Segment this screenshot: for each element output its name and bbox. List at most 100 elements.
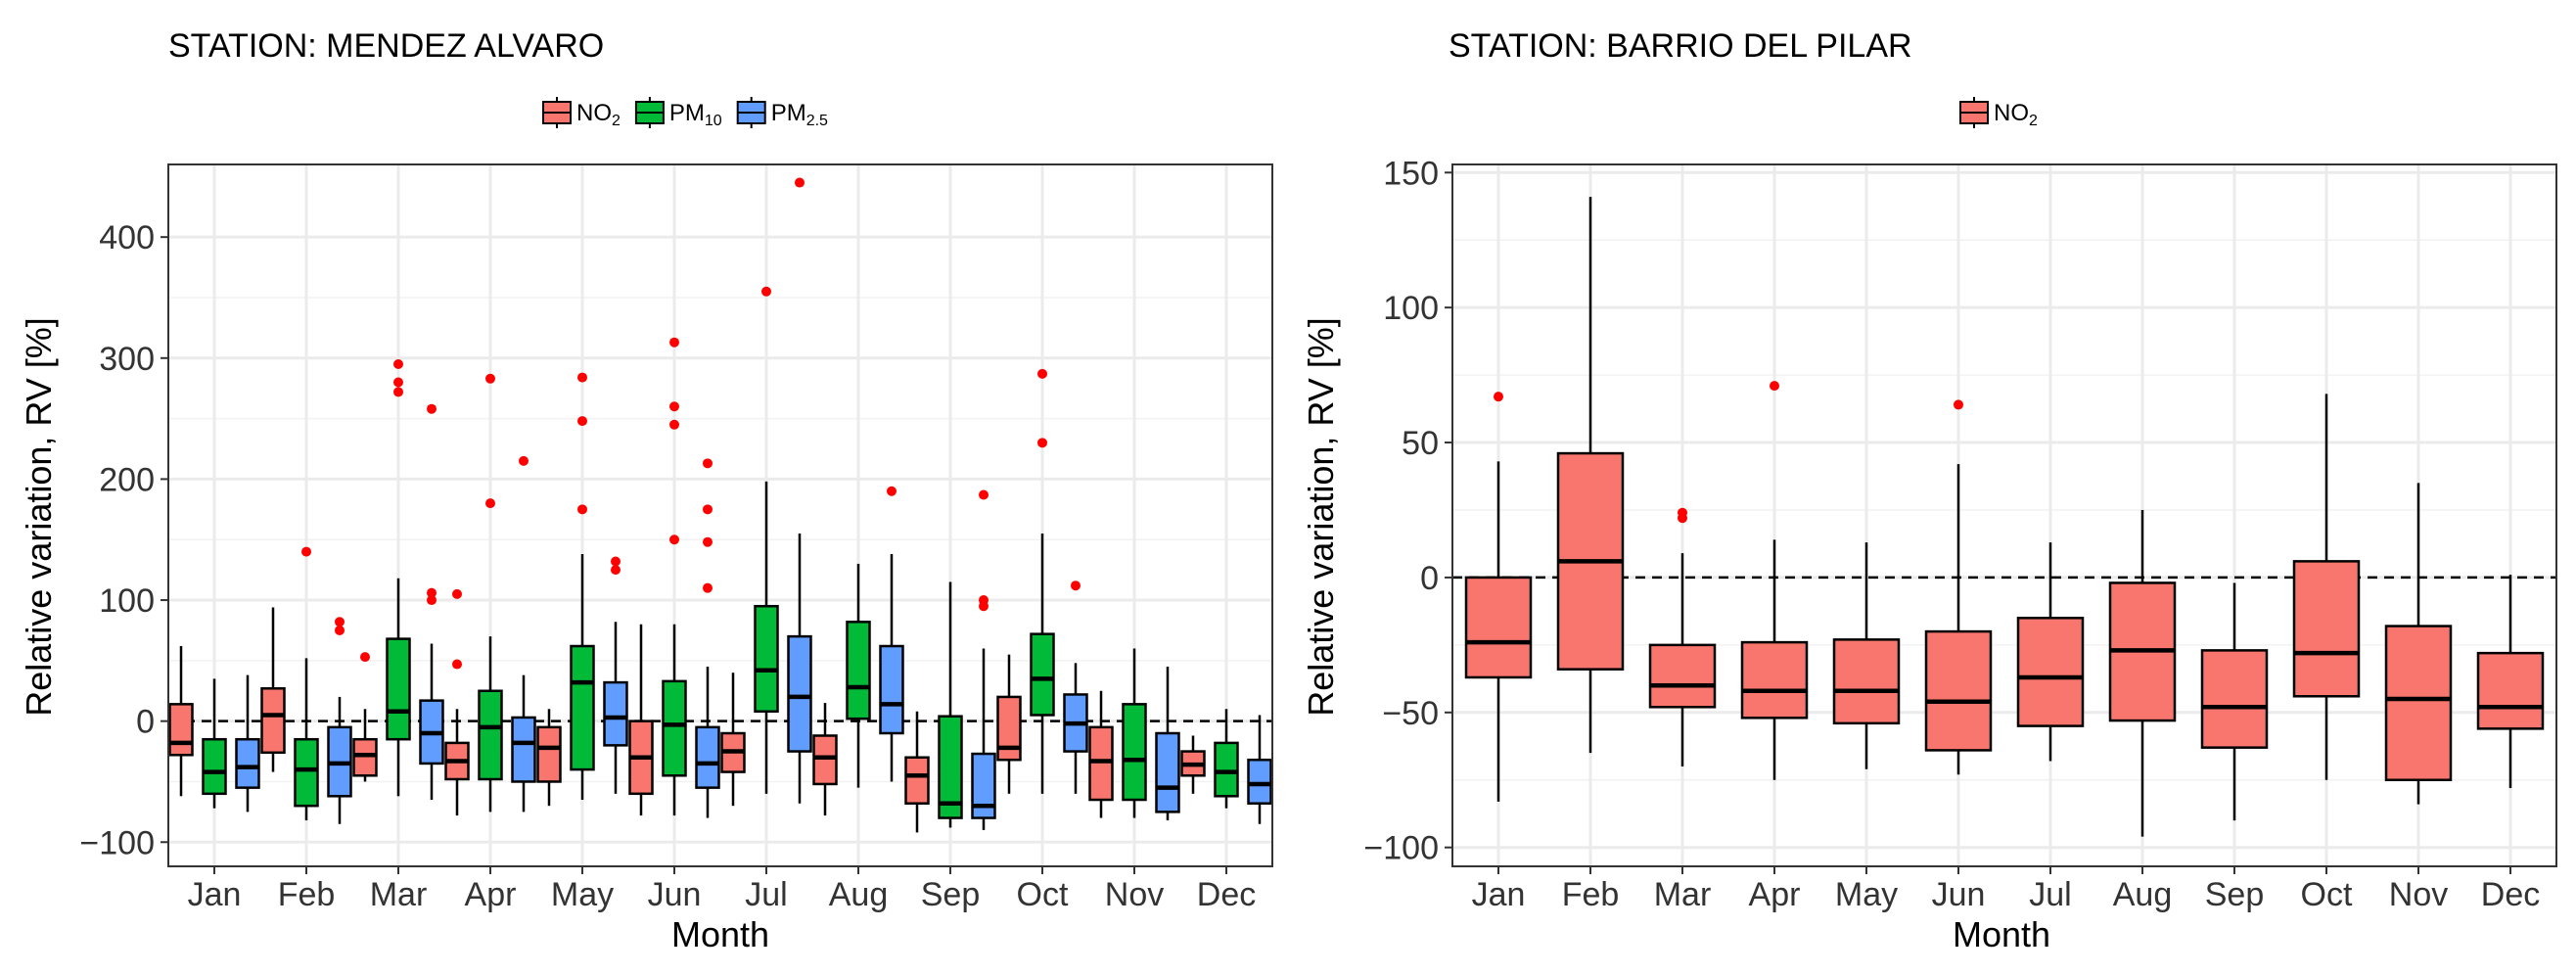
boxplot-no2-nov (2384, 483, 2453, 805)
y-tick-label: 0 (1420, 560, 1439, 597)
box (2200, 649, 2269, 749)
boxplot-no2-nov (1088, 690, 1114, 818)
legend-item: NO2 (542, 97, 621, 129)
box (1030, 632, 1055, 717)
boxplot-pm10-feb (294, 546, 319, 821)
outlier-point (335, 625, 345, 635)
outlier-point (452, 659, 462, 670)
boxplot-no2-jan (168, 646, 194, 797)
outlier-point (393, 358, 403, 369)
x-tick-label: Feb (1562, 876, 1620, 913)
boxplot-pm10-sep (938, 581, 963, 828)
box (2476, 651, 2545, 730)
outlier-point (1678, 507, 1687, 518)
x-tick-label: Mar (370, 876, 428, 913)
box (846, 621, 871, 720)
panel-title: STATION: MENDEZ ALVARO (168, 27, 604, 65)
boxplot-pm25-jun (695, 458, 720, 818)
outlier-point (577, 504, 587, 515)
box (1648, 643, 1717, 709)
x-tick-label: May (551, 876, 614, 913)
box (1155, 731, 1180, 813)
plot-area: −100 0 100 200 300 400 Jan Feb Mar Apr May Jun Jul Au… (79, 163, 1273, 913)
boxplot-pm25-mar (419, 403, 444, 801)
x-tick-label: May (1835, 876, 1898, 913)
outlier-point (427, 587, 437, 598)
box (478, 689, 503, 781)
y-axis-title: Relative variation, RV [%] (1301, 317, 1341, 717)
boxplot-pm10-jun (662, 337, 687, 816)
y-tick-label: −100 (79, 824, 155, 861)
box (971, 752, 996, 819)
boxplot-pm25-feb (327, 617, 352, 824)
outlier-point (1494, 392, 1503, 402)
panel-title: STATION: BARRIO DEL PILAR (1449, 27, 1912, 65)
legend-label: PM2.5 (771, 100, 828, 129)
x-tick-label: Nov (2389, 876, 2448, 913)
boxplot-pm10-jan (202, 678, 227, 809)
outlier-point (795, 177, 805, 188)
y-tick-label: 50 (1402, 425, 1439, 462)
box (996, 695, 1022, 762)
boxplot-no2-apr (444, 588, 470, 816)
boxplot-no2-feb (1556, 197, 1625, 754)
outlier-point (452, 588, 462, 599)
outlier-point (1037, 368, 1047, 379)
boxplot-no2-may (536, 709, 562, 807)
x-tick-label: Jan (188, 876, 242, 913)
legend: NO2 (1959, 97, 2038, 129)
box (603, 680, 628, 747)
outlier-point (485, 498, 495, 509)
outlier-point (611, 556, 621, 567)
boxplot-no2-aug (812, 703, 838, 816)
boxplot-pm10-mar (386, 358, 411, 797)
boxplot-pm25-oct (1063, 580, 1088, 794)
outlier-point (485, 373, 495, 384)
panel-border (1451, 163, 2557, 867)
boxplot-no2-jul (2016, 542, 2085, 762)
box (1247, 758, 1272, 805)
box (352, 737, 378, 777)
x-tick-label: Jun (648, 876, 702, 913)
box (260, 687, 286, 755)
outlier-point (427, 595, 437, 606)
box (386, 637, 411, 741)
boxplot-no2-jan (1464, 392, 1533, 802)
outlier-point (519, 455, 529, 466)
x-tick-label: Apr (465, 876, 517, 913)
outlier-point (1037, 438, 1047, 448)
y-tick-label: 200 (99, 461, 155, 498)
box (511, 716, 536, 783)
outlier-point (1770, 381, 1779, 392)
outlier-point (669, 534, 679, 545)
boxplot-no2-oct (996, 654, 1022, 794)
box (812, 734, 838, 786)
boxplot-pm25-jan (235, 674, 260, 812)
outlier-point (703, 582, 713, 593)
x-tick-label: Aug (829, 876, 889, 913)
boxplot-pm10-oct (1030, 368, 1055, 794)
outlier-point (703, 504, 713, 515)
legend-label: NO2 (1994, 100, 2038, 129)
y-tick-label: −50 (1382, 695, 1439, 732)
box (570, 644, 595, 771)
boxplot-pm25-apr (511, 455, 536, 812)
boxplot-no2-sep (904, 711, 930, 833)
box (1832, 638, 1901, 725)
legend-item: PM2.5 (736, 97, 828, 129)
x-tick-label: Jul (2029, 876, 2071, 913)
box (1122, 703, 1147, 802)
box (1088, 725, 1114, 802)
boxplot-no2-may (1832, 542, 1901, 769)
box (2384, 625, 2453, 782)
x-tick-label: Jan (1472, 876, 1526, 913)
outlier-point (887, 486, 897, 496)
x-tick-label: Sep (2205, 876, 2265, 913)
boxplot-pm10-nov (1122, 648, 1147, 818)
box (202, 737, 227, 796)
box (662, 679, 687, 777)
x-tick-label: Feb (278, 876, 336, 913)
x-tick-label: Jul (745, 876, 787, 913)
boxplot-no2-aug (2108, 509, 2177, 837)
